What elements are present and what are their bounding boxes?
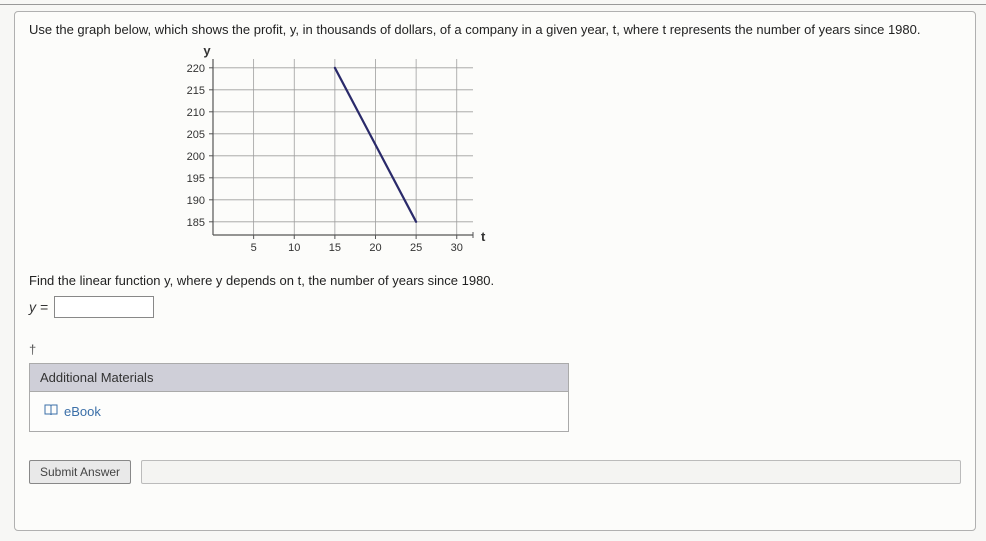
- svg-text:10: 10: [288, 242, 300, 254]
- svg-text:20: 20: [369, 242, 381, 254]
- svg-text:220: 220: [187, 63, 205, 75]
- svg-text:t: t: [481, 229, 486, 244]
- svg-text:30: 30: [451, 242, 463, 254]
- svg-text:y: y: [203, 43, 211, 58]
- hint-dagger[interactable]: †: [29, 342, 961, 357]
- book-icon: [44, 404, 58, 419]
- svg-text:25: 25: [410, 242, 422, 254]
- submit-feedback-bar: [141, 460, 961, 484]
- svg-text:210: 210: [187, 107, 205, 119]
- additional-materials: Additional Materials eBook: [29, 363, 569, 432]
- find-text: Find the linear function y, where y depe…: [29, 273, 961, 288]
- materials-body: eBook: [30, 392, 568, 431]
- equation-prefix: y =: [29, 299, 48, 315]
- top-divider: [0, 4, 986, 5]
- svg-text:190: 190: [187, 195, 205, 207]
- svg-text:200: 200: [187, 151, 205, 163]
- profit-chart: 5 10 15 20 25 30 185 190 195 200 205 210 215 220 y t: [159, 43, 489, 263]
- svg-text:5: 5: [251, 242, 257, 254]
- svg-text:15: 15: [329, 242, 341, 254]
- materials-header: Additional Materials: [30, 364, 568, 392]
- chart-container: 5 10 15 20 25 30 185 190 195 200 205 210 215 220 y t: [159, 43, 961, 263]
- ebook-link[interactable]: eBook: [44, 404, 101, 419]
- submit-row: Submit Answer: [29, 460, 961, 484]
- svg-text:195: 195: [187, 173, 205, 185]
- answer-row: y =: [29, 296, 961, 318]
- problem-intro: Use the graph below, which shows the pro…: [29, 22, 961, 37]
- question-panel: Use the graph below, which shows the pro…: [14, 11, 976, 531]
- answer-input[interactable]: [54, 296, 154, 318]
- svg-text:215: 215: [187, 85, 205, 97]
- svg-text:185: 185: [187, 217, 205, 229]
- svg-text:205: 205: [187, 129, 205, 141]
- submit-answer-button[interactable]: Submit Answer: [29, 460, 131, 484]
- ebook-label: eBook: [64, 404, 101, 419]
